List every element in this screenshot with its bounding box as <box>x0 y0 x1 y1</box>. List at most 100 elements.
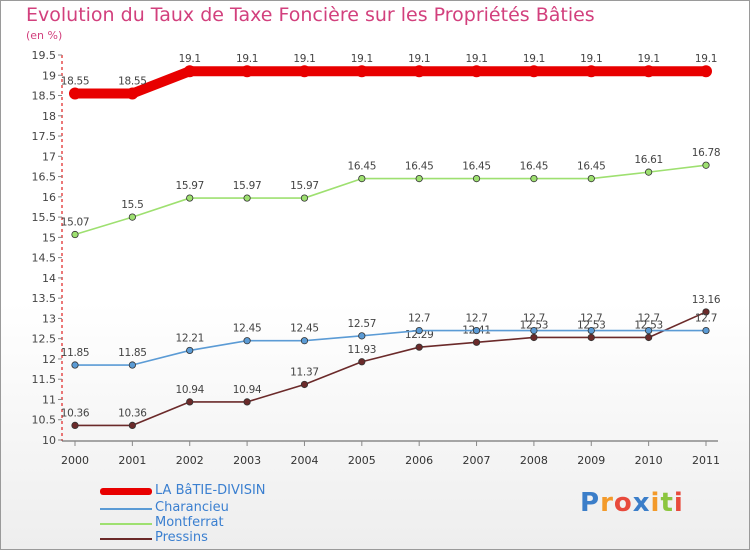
legend-swatch <box>100 538 152 540</box>
x-tick-label: 2011 <box>692 454 720 467</box>
data-point <box>530 333 538 342</box>
data-label: 15.97 <box>233 180 262 192</box>
data-label: 12.45 <box>290 323 319 335</box>
data-label: 19.1 <box>523 53 545 65</box>
data-point <box>71 421 79 430</box>
data-point <box>128 213 136 221</box>
data-point <box>700 65 712 78</box>
data-point <box>126 87 139 100</box>
data-point <box>69 87 81 100</box>
data-label: 16.45 <box>577 161 606 173</box>
data-point <box>642 65 655 78</box>
legend-item-montferrat: Montferrat <box>100 515 320 531</box>
y-tick-label: 17 <box>42 150 56 163</box>
logo-letter: t <box>660 488 674 518</box>
y-tick-label: 19 <box>42 69 56 82</box>
data-point <box>355 65 368 78</box>
data-label: 10.94 <box>175 384 204 396</box>
legend-swatch <box>100 508 152 510</box>
logo-letter: r <box>600 488 614 518</box>
data-point <box>300 337 309 345</box>
data-point <box>645 168 653 176</box>
data-label: 10.36 <box>118 407 147 419</box>
data-label: 19.1 <box>465 53 487 65</box>
data-label: 12.53 <box>634 319 663 331</box>
x-tick-label: 2006 <box>405 454 433 467</box>
x-tick-label: 2009 <box>577 454 605 467</box>
data-label: 13.16 <box>692 294 721 306</box>
data-label: 15.07 <box>61 217 90 229</box>
data-label: 19.1 <box>408 53 430 65</box>
x-tick-label: 2008 <box>520 454 548 467</box>
data-label: 16.45 <box>462 161 491 173</box>
data-label: 19.1 <box>580 53 602 65</box>
logo-letter: i <box>650 488 661 518</box>
x-tick-label: 2005 <box>348 454 376 467</box>
y-tick-label: 10.5 <box>32 414 57 427</box>
data-point <box>702 308 710 316</box>
data-point <box>186 346 194 355</box>
legend-item-charancieu: Charancieu <box>100 500 320 516</box>
data-point <box>358 358 366 366</box>
x-tick-label: 2007 <box>463 454 491 467</box>
data-point <box>472 338 481 346</box>
series-line <box>70 66 711 99</box>
y-tick-label: 15 <box>42 231 56 244</box>
data-point <box>472 175 481 183</box>
data-point <box>587 333 595 342</box>
y-tick-label: 11 <box>42 393 56 406</box>
legend-swatch <box>100 488 152 495</box>
data-label: 15.97 <box>175 180 204 192</box>
data-label: 16.45 <box>520 161 549 173</box>
legend-label: Pressins <box>155 530 208 545</box>
data-label: 15.97 <box>290 180 319 192</box>
data-point <box>702 161 710 169</box>
data-label: 18.55 <box>61 76 90 88</box>
data-label: 18.55 <box>118 76 147 88</box>
x-tick-label: 2010 <box>635 454 663 467</box>
data-point <box>470 65 483 78</box>
data-point <box>183 65 196 78</box>
y-tick-label: 19.5 <box>32 49 57 62</box>
data-label: 11.85 <box>61 347 90 359</box>
logo-letter: i <box>673 488 684 518</box>
data-label: 12.53 <box>577 319 606 331</box>
data-label: 15.5 <box>121 199 143 211</box>
data-point <box>645 333 653 342</box>
data-point <box>585 65 598 78</box>
legend-swatch <box>100 523 152 525</box>
data-label: 12.7 <box>580 313 602 325</box>
data-point <box>530 326 538 335</box>
data-point <box>358 332 366 340</box>
x-tick-label: 2001 <box>118 454 146 467</box>
data-label: 19.1 <box>351 53 373 65</box>
series-line <box>74 311 707 427</box>
y-tick-label: 16.5 <box>32 171 57 184</box>
y-tick-label: 13 <box>42 312 56 325</box>
data-point <box>587 175 595 183</box>
data-point <box>300 194 309 202</box>
y-tick-label: 12.5 <box>32 333 57 346</box>
y-tick-label: 17.5 <box>32 130 57 143</box>
y-axis-unit: (en %) <box>26 29 63 42</box>
data-label: 10.36 <box>61 407 90 419</box>
y-tick-label: 18.5 <box>32 90 57 103</box>
data-label: 10.94 <box>233 384 262 396</box>
data-label: 16.78 <box>692 147 721 159</box>
y-tick-label: 18 <box>42 110 56 123</box>
series-line <box>74 329 707 366</box>
data-label: 12.7 <box>695 313 717 325</box>
data-label: 11.93 <box>348 344 377 356</box>
data-point <box>243 337 251 345</box>
data-label: 19.1 <box>179 53 201 65</box>
data-point <box>415 175 423 183</box>
data-point <box>415 326 423 335</box>
y-tick-label: 14.5 <box>32 252 57 265</box>
legend-item-la-batie-divisin: LA BâTIE-DIVISIN <box>100 483 320 499</box>
data-label: 19.1 <box>695 53 717 65</box>
data-label: 12.7 <box>408 313 430 325</box>
data-point <box>645 326 653 335</box>
data-point <box>71 361 79 369</box>
y-tick-label: 15.5 <box>32 211 57 224</box>
